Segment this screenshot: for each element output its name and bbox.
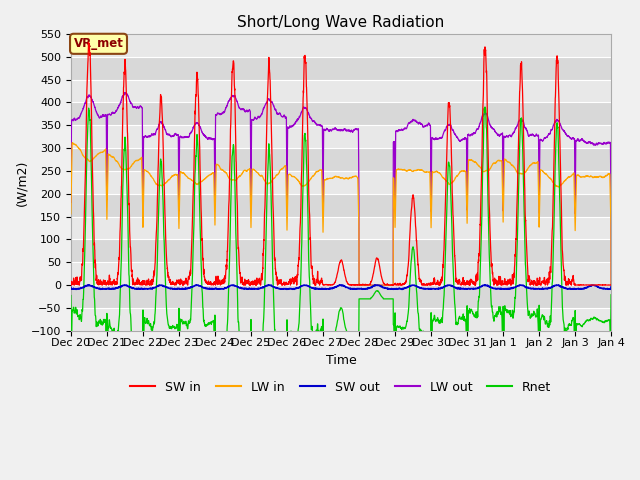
Y-axis label: (W/m2): (W/m2) bbox=[15, 159, 28, 205]
X-axis label: Time: Time bbox=[326, 354, 356, 367]
Bar bbox=[71, 171, 611, 194]
Bar bbox=[71, 57, 611, 80]
Bar bbox=[71, 34, 611, 57]
Bar bbox=[71, 125, 611, 148]
Bar bbox=[71, 263, 611, 285]
Bar bbox=[71, 102, 611, 125]
Bar bbox=[71, 194, 611, 216]
Bar bbox=[71, 11, 611, 34]
Bar bbox=[71, 285, 611, 308]
Legend: SW in, LW in, SW out, LW out, Rnet: SW in, LW in, SW out, LW out, Rnet bbox=[125, 376, 556, 399]
Bar bbox=[71, 216, 611, 240]
Text: VR_met: VR_met bbox=[74, 37, 124, 50]
Bar bbox=[71, 148, 611, 171]
Bar bbox=[71, 308, 611, 331]
Bar bbox=[71, 80, 611, 102]
Title: Short/Long Wave Radiation: Short/Long Wave Radiation bbox=[237, 15, 445, 30]
Bar bbox=[71, 240, 611, 263]
